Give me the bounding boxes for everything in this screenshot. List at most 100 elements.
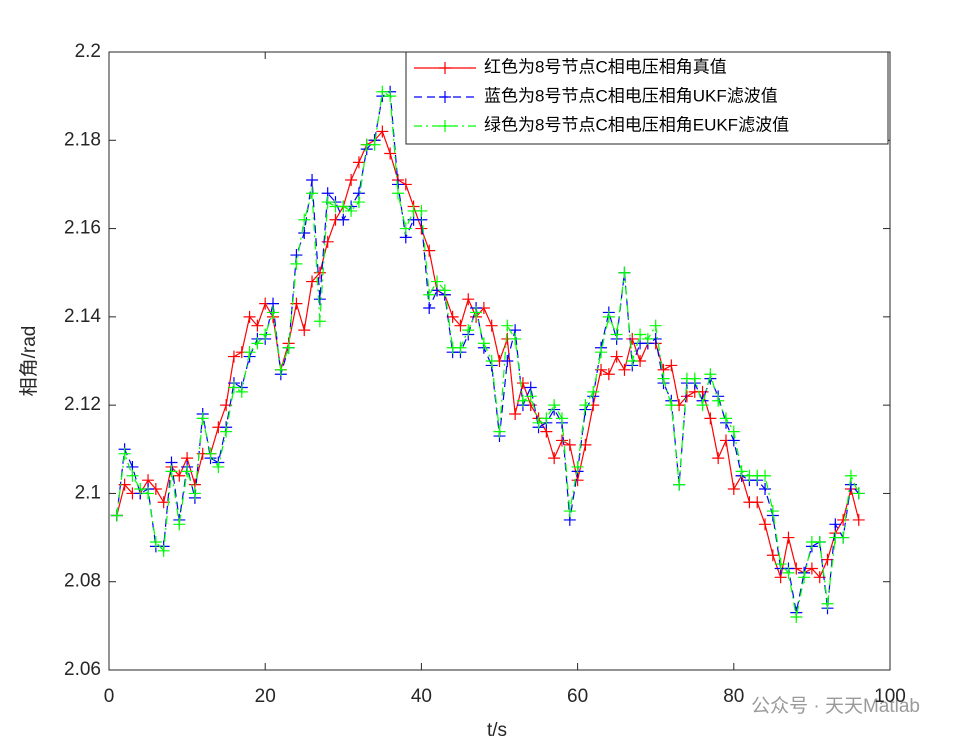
marker [204,447,217,460]
marker [641,332,654,345]
marker [110,509,123,522]
marker [149,535,162,548]
marker [782,566,795,579]
marker [337,213,350,226]
y-axis-label: 相角/rad [18,326,40,397]
marker [188,487,201,500]
y-tick-label: 2.12 [64,394,101,415]
marker [298,213,311,226]
marker [282,341,295,354]
marker [657,372,670,385]
y-tick-label: 2.18 [64,129,101,150]
marker [462,293,475,306]
marker [595,346,608,359]
y-tick-label: 2.08 [64,571,101,592]
marker [313,293,326,306]
marker [376,85,389,98]
marker [548,452,561,465]
marker [665,399,678,412]
marker [688,372,701,385]
marker [313,315,326,328]
marker [774,558,787,571]
marker [470,306,483,319]
marker [134,483,147,496]
series-line [116,90,860,618]
marker [665,359,678,372]
marker [610,350,623,363]
marker [196,412,209,425]
marker [227,350,240,363]
marker [454,341,467,354]
marker [477,337,490,350]
marker [540,412,553,425]
legend-marker [439,91,451,103]
marker [243,310,256,323]
marker [610,328,623,341]
marker [626,355,639,367]
marker [821,597,834,610]
marker [782,531,795,544]
marker [290,257,303,270]
watermark: 公众号 · 天天Matlab [751,695,920,717]
marker [516,377,529,390]
marker [165,465,178,478]
marker [618,363,631,376]
marker [431,275,444,288]
marker [345,174,358,187]
series-line [116,130,860,580]
marker [157,496,170,509]
marker [555,412,568,425]
marker [259,328,272,341]
marker [524,390,537,403]
marker [509,407,522,420]
marker [306,187,319,200]
marker [243,346,256,359]
marker [126,469,139,482]
marker [235,385,248,398]
series-line [116,90,860,613]
marker [563,438,576,451]
marker [173,469,186,482]
marker [485,319,498,332]
marker [602,368,615,381]
x-tick-label: 20 [255,686,276,707]
legend-label: 蓝色为8号节点C相电压相角UKF滤波值 [484,86,778,105]
marker [555,434,568,447]
marker [673,478,686,491]
legend-label: 绿色为8号节点C相电压相角EUKF滤波值 [484,115,789,134]
marker [516,394,529,407]
marker [563,505,576,518]
x-tick-label: 80 [723,686,744,707]
marker [790,611,803,624]
marker [680,390,693,403]
marker [852,513,865,526]
marker [548,399,561,412]
marker [813,535,826,548]
marker [501,355,514,367]
marker [181,465,194,478]
marker [220,425,233,438]
y-tick-label: 2.06 [64,659,101,680]
marker [446,310,459,323]
marker [712,452,725,465]
y-tick-label: 2.2 [75,41,101,62]
marker [649,319,662,332]
marker [251,319,264,332]
marker [829,518,842,531]
marker [751,496,764,509]
marker [399,222,412,235]
marker [766,505,779,518]
marker [384,147,397,160]
marker [391,187,404,200]
legend-marker [439,62,451,74]
y-tick-label: 2.1 [75,482,101,503]
marker [759,518,772,531]
marker [298,226,311,239]
marker [321,196,334,209]
marker [142,487,155,500]
marker [759,469,772,482]
marker [837,513,850,526]
marker [306,174,319,187]
marker [852,487,865,500]
